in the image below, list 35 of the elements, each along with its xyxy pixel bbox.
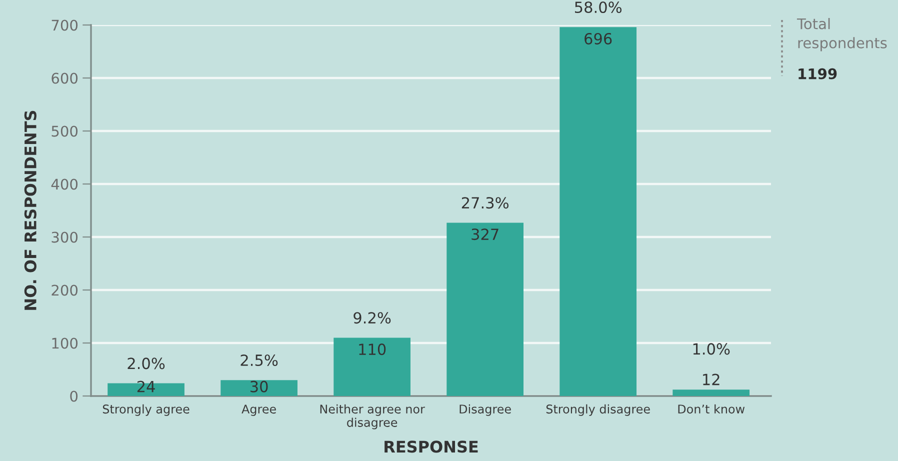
data-label: 696 xyxy=(584,32,612,44)
y-tick-label: 200 xyxy=(52,284,78,296)
data-label: 12 xyxy=(703,374,720,386)
y-tick-label: 400 xyxy=(51,178,78,190)
y-tick-label: 0 xyxy=(70,390,78,402)
data-label: 24 xyxy=(137,380,155,392)
text: Total respondents xyxy=(796,18,887,52)
y-axis-title: NO. OF RESPONDENTS xyxy=(24,110,36,310)
bar xyxy=(446,222,524,396)
x-tick-label: Agree xyxy=(242,404,276,416)
x-tick-label: Don’t know xyxy=(678,404,745,414)
data-label: 327 xyxy=(472,228,498,240)
x-tick-label: Neither agree nor disagree xyxy=(320,404,425,430)
data-label: 110 xyxy=(359,344,386,356)
y-tick-label: 700 xyxy=(52,20,78,31)
y-tick-label: 100 xyxy=(52,338,78,349)
data-label: 30 xyxy=(250,380,268,392)
bar xyxy=(220,380,298,396)
annotation: 58.0% xyxy=(575,1,622,14)
annotation: 9.2% xyxy=(354,312,391,324)
annotation: 27.3% xyxy=(462,197,508,209)
annotation: 2.0% xyxy=(128,358,165,370)
annotation: 2.5% xyxy=(240,354,278,366)
y-tick-label: 500 xyxy=(52,126,78,137)
x-tick-label: Disagree xyxy=(460,404,511,416)
y-tick-label: 300 xyxy=(52,232,78,243)
y-tick-label: 600 xyxy=(52,72,78,84)
x-axis-title: RESPONSE xyxy=(384,440,478,453)
bar xyxy=(672,390,750,396)
x-tick-label: Strongly agree xyxy=(102,404,190,416)
text: 1199 xyxy=(798,68,837,80)
bar xyxy=(560,27,637,396)
x-tick-label: Strongly disagree xyxy=(546,404,650,416)
annotation: 1.0% xyxy=(693,343,730,355)
bar xyxy=(334,338,410,396)
